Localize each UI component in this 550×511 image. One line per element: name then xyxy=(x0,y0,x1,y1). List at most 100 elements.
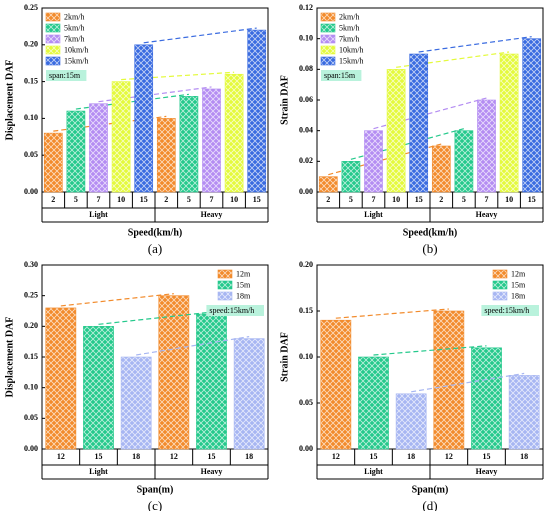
bar xyxy=(433,310,465,450)
bar xyxy=(477,99,496,193)
x-axis-label: Speed(km/h) xyxy=(403,227,457,238)
y-tick-label: 0.00 xyxy=(24,187,38,196)
x-tick-label: 15 xyxy=(528,195,536,204)
x-tick-label: 12 xyxy=(332,452,340,461)
y-tick-label: 0.05 xyxy=(299,398,313,407)
bar xyxy=(224,73,244,193)
bar xyxy=(508,375,540,450)
bar xyxy=(364,130,383,193)
group-label: Heavy xyxy=(476,467,498,476)
x-tick-label: 15 xyxy=(483,452,491,461)
annotation: span:15m xyxy=(49,71,81,80)
x-tick-label: 5 xyxy=(187,195,191,204)
legend-label: 12m xyxy=(236,269,251,278)
y-tick-label: 0.10 xyxy=(24,382,38,391)
panel-label: (a) xyxy=(148,241,162,256)
y-tick-label: 0.00 xyxy=(299,444,313,453)
legend-swatch xyxy=(45,12,61,22)
x-tick-label: 10 xyxy=(505,195,513,204)
trend-line xyxy=(373,345,487,356)
trend-line xyxy=(60,293,174,307)
annotation: speed:15km/h xyxy=(484,306,529,315)
group-label: Heavy xyxy=(201,210,223,219)
x-tick-label: 7 xyxy=(485,195,489,204)
bar xyxy=(83,326,114,450)
y-axis-label: Displacement DAF xyxy=(4,60,15,141)
y-tick-label: 0.00 xyxy=(24,444,38,453)
x-tick-label: 5 xyxy=(74,195,78,204)
legend-label: 5km/h xyxy=(64,23,84,32)
x-axis-label: Span(m) xyxy=(137,484,174,495)
y-tick-label: 0.12 xyxy=(299,3,313,12)
legend-swatch xyxy=(320,23,336,33)
bar xyxy=(233,338,265,450)
trend-line xyxy=(335,308,449,319)
y-tick-label: 0.15 xyxy=(24,76,38,85)
bar xyxy=(89,103,108,193)
bar xyxy=(318,176,338,193)
legend-swatch xyxy=(320,56,336,66)
bar xyxy=(358,356,389,450)
x-tick-label: 10 xyxy=(230,195,238,204)
legend-label: 10km/h xyxy=(339,45,363,54)
y-tick-label: 0.04 xyxy=(299,125,313,134)
x-tick-label: 12 xyxy=(170,452,178,461)
bar xyxy=(66,110,86,193)
legend-swatch xyxy=(320,45,336,55)
legend-label: 18m xyxy=(236,291,251,300)
x-axis-label: Speed(km/h) xyxy=(128,227,182,238)
legend-label: 18m xyxy=(511,291,526,300)
bar xyxy=(247,29,267,193)
y-tick-label: 0.20 xyxy=(24,40,38,49)
trend-line xyxy=(143,27,257,44)
y-tick-label: 0.15 xyxy=(24,352,38,361)
panel-label: (b) xyxy=(422,241,437,256)
panel-label: (c) xyxy=(148,498,162,511)
bar xyxy=(111,81,131,193)
y-axis-label: Strain DAF xyxy=(279,332,290,382)
bar xyxy=(43,132,63,193)
y-axis-label: Strain DAF xyxy=(279,75,290,125)
bar xyxy=(196,313,227,450)
legend-swatch xyxy=(492,291,508,301)
y-tick-label: 0.25 xyxy=(24,3,38,12)
annotation: span:15m xyxy=(324,71,356,80)
legend-label: 7km/h xyxy=(64,34,84,43)
legend-swatch xyxy=(217,291,233,301)
legend-label: 15m xyxy=(511,280,526,289)
legend-label: 10km/h xyxy=(64,45,88,54)
y-tick-label: 0.05 xyxy=(24,150,38,159)
x-tick-label: 18 xyxy=(520,452,528,461)
trend-line xyxy=(411,372,525,393)
legend-label: 15km/h xyxy=(339,56,363,65)
bar xyxy=(431,145,451,193)
x-tick-label: 18 xyxy=(407,452,415,461)
legend-swatch xyxy=(492,269,508,279)
legend-label: 2km/h xyxy=(64,12,84,21)
legend-swatch xyxy=(45,23,61,33)
bar xyxy=(158,295,190,450)
x-tick-label: 10 xyxy=(392,195,400,204)
y-tick-label: 0.10 xyxy=(299,352,313,361)
group-label: Light xyxy=(89,210,108,219)
annotation-box xyxy=(46,70,87,81)
legend-label: 2km/h xyxy=(339,12,359,21)
legend-swatch xyxy=(320,34,336,44)
group-label: Light xyxy=(364,467,383,476)
annotation-box xyxy=(481,305,539,316)
annotation: speed:15km/h xyxy=(209,306,254,315)
legend-label: 15km/h xyxy=(64,56,88,65)
group-label: Heavy xyxy=(476,210,498,219)
y-tick-label: 0.08 xyxy=(299,64,313,73)
x-axis-label: Span(m) xyxy=(412,484,449,495)
trend-line xyxy=(98,311,212,325)
group-label: Light xyxy=(364,210,383,219)
y-tick-label: 0.25 xyxy=(24,290,38,299)
bar xyxy=(202,88,221,193)
y-axis-label: Displacement DAF xyxy=(4,317,15,398)
y-tick-label: 0.06 xyxy=(299,95,313,104)
x-tick-label: 2 xyxy=(439,195,443,204)
x-tick-label: 18 xyxy=(132,452,140,461)
x-tick-label: 2 xyxy=(164,195,168,204)
